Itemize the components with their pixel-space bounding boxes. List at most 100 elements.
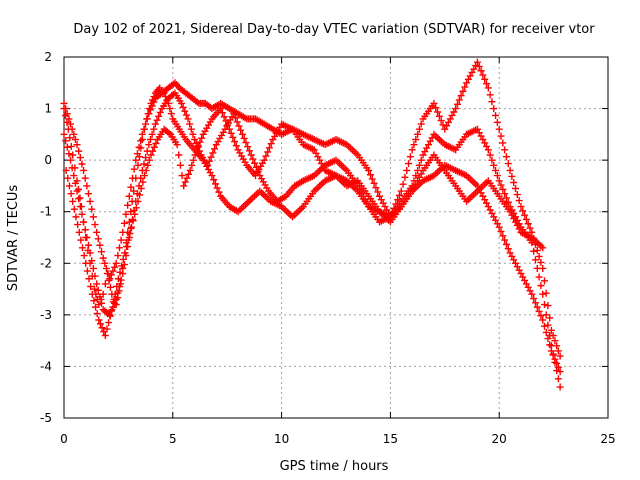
data-point-interp	[207, 153, 215, 161]
data-point-interp	[475, 62, 483, 70]
data-point-interp	[488, 98, 496, 106]
data-point-interp	[553, 359, 561, 367]
data-point-interp	[189, 156, 197, 164]
y-tick-label: -4	[40, 359, 52, 373]
data-point-interp	[405, 160, 413, 168]
data-point	[104, 270, 112, 278]
data-point	[69, 197, 77, 205]
data-point-interp	[535, 307, 543, 315]
data-point-interp	[530, 295, 538, 303]
data-point-interp	[65, 150, 73, 158]
data-point-interp	[83, 182, 91, 190]
data-point-interp	[96, 241, 104, 249]
data-point-interp	[122, 210, 130, 218]
data-point	[62, 166, 70, 174]
data-point-interp	[233, 118, 241, 126]
data-point-interp	[183, 174, 191, 182]
data-point-interp	[131, 210, 139, 218]
data-point	[556, 352, 564, 360]
data-point-interp	[542, 311, 550, 319]
data-point	[539, 244, 547, 252]
data-point	[73, 141, 81, 149]
data-point	[64, 125, 72, 133]
data-point-interp	[502, 240, 510, 248]
data-point-interp	[551, 337, 559, 345]
data-point-interp	[72, 213, 80, 221]
y-tick-label: -1	[40, 205, 52, 219]
data-point	[90, 285, 98, 293]
data-point-interp	[101, 280, 109, 288]
data-point	[69, 151, 77, 159]
data-point	[95, 316, 103, 324]
data-point-interp	[90, 297, 98, 305]
data-point	[141, 172, 149, 180]
data-point-interp	[531, 299, 539, 307]
data-point-interp	[106, 312, 114, 320]
data-point-interp	[251, 159, 259, 167]
data-point-interp	[70, 172, 78, 180]
data-point-interp	[435, 112, 443, 120]
data-point-interp	[102, 264, 110, 272]
data-point-interp	[130, 165, 138, 173]
data-point-interp	[129, 217, 137, 225]
data-point-interp	[412, 172, 420, 180]
data-point-interp	[218, 109, 226, 117]
data-point-interp	[109, 267, 117, 275]
data-point	[127, 223, 135, 231]
data-point-interp	[481, 75, 489, 83]
data-point-interp	[531, 256, 539, 264]
data-point-interp	[181, 178, 189, 186]
data-point-interp	[147, 136, 154, 144]
data-point-interp	[94, 286, 102, 294]
data-point	[506, 166, 514, 174]
data-point-interp	[187, 125, 195, 133]
data-point-interp	[486, 151, 494, 159]
data-point-interp	[124, 228, 132, 236]
data-point-interp	[544, 335, 552, 343]
data-point-interp	[533, 264, 541, 272]
data-point	[164, 99, 172, 107]
data-point-interp	[194, 142, 202, 150]
y-tick-label: -2	[40, 256, 52, 270]
data-point	[132, 156, 140, 164]
data-point-interp	[166, 105, 174, 113]
data-point	[86, 197, 94, 205]
data-point-interp	[67, 190, 75, 198]
data-point	[556, 368, 564, 376]
data-point-interp	[94, 235, 102, 243]
data-point-interp	[144, 110, 152, 118]
data-point-interp	[150, 125, 158, 133]
data-point-interp	[80, 252, 88, 260]
data-point-interp	[459, 87, 467, 95]
data-point-interp	[499, 232, 507, 240]
data-point-interp	[162, 93, 170, 101]
data-point	[101, 331, 109, 339]
data-point-interp	[139, 178, 147, 186]
data-point-interp	[93, 310, 101, 318]
data-point	[80, 166, 88, 174]
data-point-interp	[105, 276, 113, 284]
data-point-interp	[145, 156, 153, 164]
data-point-interp	[148, 130, 156, 138]
data-point-interp	[136, 191, 144, 199]
data-point-interp	[249, 155, 257, 163]
data-point	[86, 259, 94, 267]
data-point	[114, 275, 122, 283]
data-point-interp	[245, 147, 253, 155]
data-point	[556, 383, 564, 391]
data-point-interp	[153, 116, 161, 124]
data-point-interp	[477, 67, 485, 75]
data-point-interp	[533, 246, 541, 254]
data-point-interp	[155, 112, 163, 120]
y-tick-label: 2	[44, 50, 52, 64]
data-point-interp	[111, 263, 119, 271]
data-point-interp	[81, 174, 89, 182]
data-point-interp	[512, 185, 520, 193]
data-point-interp	[542, 289, 550, 297]
data-point	[108, 290, 116, 298]
data-point-interp	[107, 271, 115, 279]
data-point-interp	[181, 107, 189, 115]
data-point-interp	[210, 176, 218, 184]
data-point	[125, 218, 133, 226]
data-point	[484, 84, 492, 92]
